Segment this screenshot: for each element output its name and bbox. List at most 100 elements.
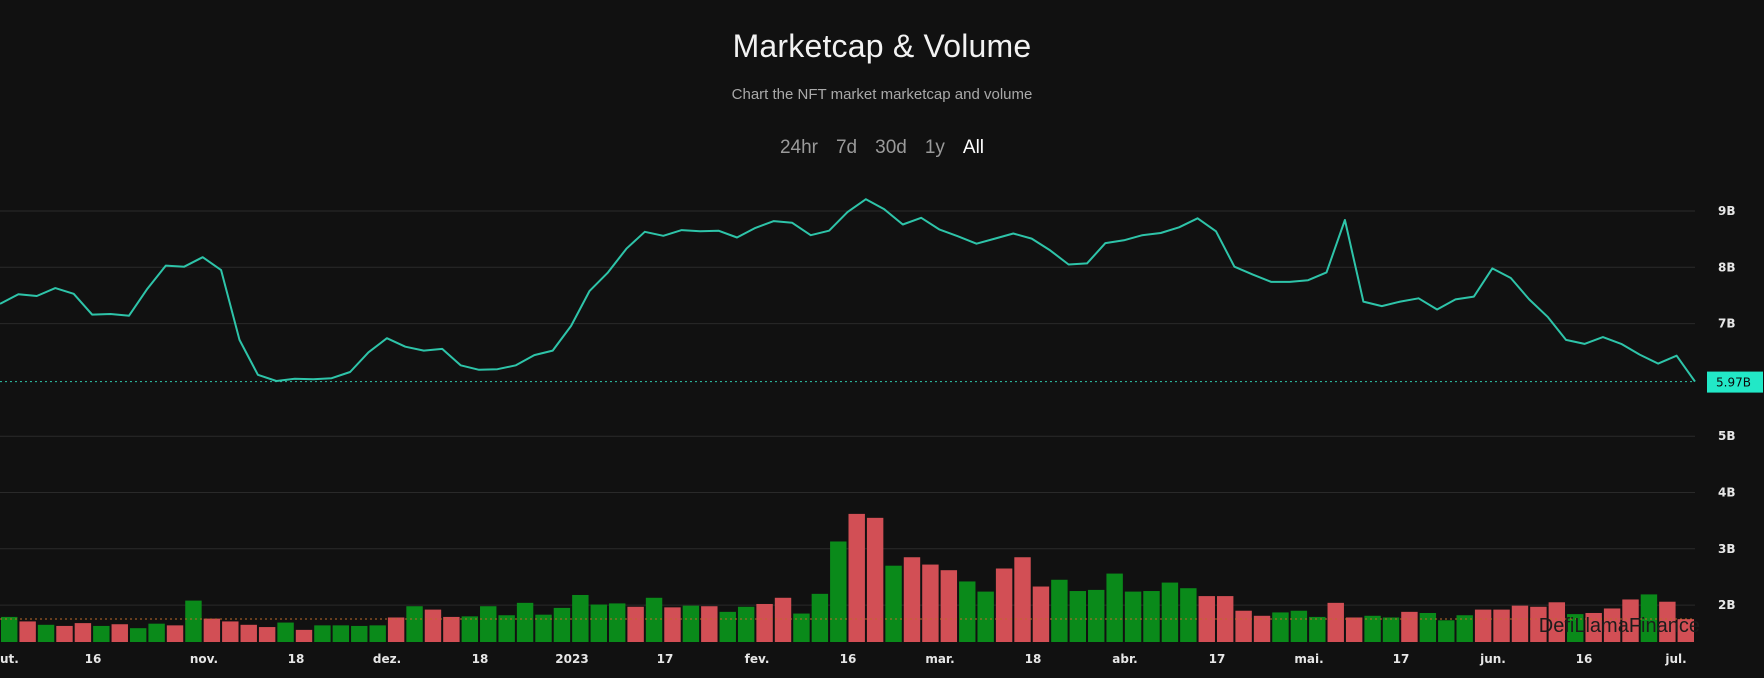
volume-bar (1382, 617, 1400, 642)
y-tick-label: 2B (1718, 598, 1736, 612)
volume-bar (1309, 616, 1326, 642)
x-axis: ut. 16 nov. 18 dez. 18 2023 17 fev. 16 mar. 18 abr. 1… (0, 652, 1687, 666)
volume-bar (1032, 586, 1050, 642)
volume-bar (222, 621, 239, 642)
volume-bar (1677, 619, 1694, 642)
volume-bar (995, 568, 1013, 642)
volume-bar (719, 611, 736, 642)
tab-24hr[interactable]: 24hr (779, 137, 818, 158)
volume-bar (1290, 610, 1308, 642)
volume-bar (1640, 594, 1658, 642)
volume-bar (1, 616, 18, 642)
volume-bar (1603, 608, 1621, 642)
volume-bar (332, 625, 350, 642)
chart-subtitle: Chart the NFT market marketcap and volum… (731, 86, 1033, 103)
volume-bar (314, 625, 331, 642)
y-tick-label: 3B (1718, 542, 1736, 556)
grid-lines (0, 210, 1695, 606)
y-axis: 9B 8B 7B 5B 4B 3B 2B (1718, 204, 1736, 612)
x-tick-label: 16 (85, 652, 102, 666)
volume-bar (1124, 591, 1142, 642)
volume-bar (553, 607, 571, 642)
x-tick-label: jun. (1479, 652, 1506, 666)
volume-bar (111, 624, 128, 642)
volume-bar (1511, 605, 1529, 642)
volume-bar (866, 517, 884, 642)
volume-bar (1438, 620, 1455, 642)
volume-bar (737, 606, 755, 642)
volume-bar (1530, 606, 1547, 642)
timeframe-tabs: 24hr 7d 30d 1y All (0, 137, 1764, 159)
volume-bar (1161, 582, 1179, 642)
x-tick-label: abr. (1112, 652, 1137, 666)
tab-30d[interactable]: 30d (875, 137, 907, 158)
x-tick-label: jul. (1664, 652, 1686, 666)
volume-bar (830, 541, 847, 642)
volume-bar (645, 597, 663, 642)
x-tick-label: 17 (1393, 652, 1410, 666)
volume-bar (74, 623, 92, 642)
last-value-marker: 5.97B (0, 371, 1763, 393)
volume-bar (1493, 609, 1510, 642)
volume-bar (480, 606, 497, 642)
x-tick-label: fev. (745, 652, 770, 666)
volume-bar (959, 581, 976, 642)
volume-bar (756, 603, 773, 642)
x-tick-label: 17 (657, 652, 674, 666)
last-value-badge (1707, 371, 1763, 393)
volume-bar (1235, 610, 1252, 642)
volume-bar (166, 625, 184, 642)
volume-bar (1567, 614, 1584, 642)
tab-1y[interactable]: 1y (924, 137, 945, 158)
x-tick-label: mar. (925, 652, 954, 666)
volume-bar (1456, 615, 1473, 642)
volume-bar (129, 628, 147, 642)
x-tick-label: 18 (1025, 652, 1042, 666)
volume-bar (1106, 573, 1123, 642)
volume-bar (1069, 591, 1087, 642)
volume-bar (516, 602, 534, 642)
volume-bar (424, 609, 442, 642)
chart-title: Marketcap & Volume (732, 28, 1032, 64)
x-tick-label: mai. (1294, 652, 1323, 666)
volume-bar (37, 624, 55, 642)
y-tick-label: 5B (1718, 429, 1736, 443)
x-tick-label: 16 (1576, 652, 1593, 666)
x-tick-label: 16 (840, 652, 857, 666)
volume-bar (19, 621, 36, 642)
volume-bar (627, 606, 644, 642)
tab-7d[interactable]: 7d (835, 137, 858, 158)
volume-bar (774, 597, 792, 642)
last-value-label: 5.97B (1716, 376, 1751, 390)
y-tick-label: 8B (1718, 260, 1736, 274)
volume-bar (1253, 615, 1271, 642)
x-tick-label: 18 (472, 652, 489, 666)
volume-bar (1014, 557, 1031, 642)
volume-bar (1474, 609, 1492, 642)
x-tick-label: nov. (190, 652, 218, 666)
volume-bar (1659, 601, 1676, 642)
x-tick-label: 17 (1209, 652, 1226, 666)
volume-bar (793, 613, 810, 642)
volume-bar (185, 600, 202, 642)
volume-bar (461, 616, 479, 642)
volume-bar (940, 570, 958, 642)
tab-all[interactable]: All (962, 137, 985, 158)
y-tick-label: 4B (1718, 486, 1736, 500)
volume-bar (903, 557, 921, 642)
volume-bar (811, 593, 829, 642)
volume-bar (369, 625, 386, 642)
volume-bar (608, 603, 626, 642)
y-tick-label: 9B (1718, 204, 1736, 218)
volume-bar (1272, 612, 1289, 642)
volume-bar (1585, 612, 1602, 642)
x-tick-label: ut. (0, 652, 19, 666)
volume-bar (977, 591, 994, 642)
x-tick-label: dez. (373, 652, 401, 666)
volume-bar (258, 627, 276, 642)
volume-bar (277, 622, 294, 642)
marketcap-line (0, 198, 1696, 383)
x-tick-label: 18 (288, 652, 305, 666)
volume-bar (1401, 611, 1418, 642)
